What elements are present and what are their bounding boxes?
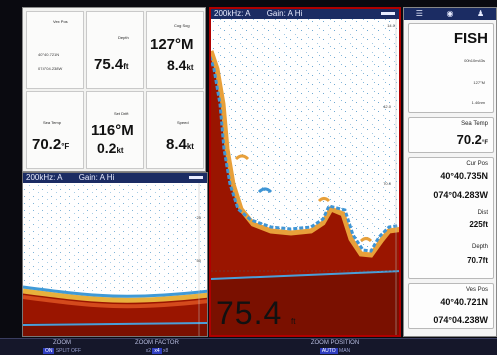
data-cell-line: 074°04.238W — [38, 66, 63, 71]
data-panel: Vex Pos 40°40.721N 074°04.238W Depth 75.… — [22, 7, 206, 172]
data-cell-label: Depth — [118, 35, 129, 40]
sonar-header: 200kHz: A Gain: A Hi — [211, 9, 399, 19]
data-sidebar: ☰ ◉ ♟ FISH 00h10m43s 127°M 1.46nm Sea Te… — [403, 7, 497, 337]
data-cell-label: Set Drift — [114, 111, 129, 116]
depth-label: Depth — [471, 244, 488, 250]
waypoint-time: 00h10m43s — [464, 58, 485, 63]
data-cell-label: Sea Temp — [43, 120, 61, 125]
softkey-label: ZOOM POSITION — [310, 340, 360, 346]
cursor-pos-label: Cur Pos — [466, 161, 488, 167]
sonar-window-secondary[interactable]: 200kHz: A Gain: A Hi 25 50 — [22, 172, 208, 337]
data-cell-set-drift[interactable]: Set Drift 116°M 0.2kt — [86, 91, 144, 169]
waypoint-name: FISH — [453, 30, 488, 47]
softkey-bar: ZOOM ON SPLIT OFF ZOOM FACTOR x2 x4 x8 Z… — [0, 338, 497, 355]
sonar-echo-image — [23, 183, 207, 336]
gain-label: Gain: A Hi — [78, 173, 115, 182]
sonar-header: 200kHz: A Gain: A Hi — [23, 173, 207, 183]
data-cell-value: 75.4ft — [94, 56, 129, 73]
vessel-position-box[interactable]: Ves Pos 40°40.721N 074°04.238W — [408, 283, 494, 329]
depth-unit: ft — [291, 317, 296, 326]
range-bar-icon — [189, 176, 203, 179]
data-cell-depth[interactable]: Depth 75.4ft — [86, 11, 144, 89]
sonar-echo-image — [211, 19, 399, 335]
data-cell-value: 127°M — [150, 36, 194, 53]
data-cell-cog-sog[interactable]: Cog Sog 127°M 8.4kt — [146, 11, 204, 89]
softkey-zoom-position[interactable]: ZOOM POSITION AUTO MAN — [290, 339, 380, 355]
data-cell-sea-temp[interactable]: Sea Temp 70.2°F — [26, 91, 84, 169]
cursor-lon: 074°04.283W — [433, 190, 488, 200]
data-cell-value-secondary: 8.4kt — [167, 57, 194, 73]
waypoint-range: 1.46nm — [471, 100, 485, 105]
softkey-blank[interactable] — [395, 339, 485, 355]
waypoint-box[interactable]: FISH 00h10m43s 127°M 1.46nm — [408, 23, 494, 113]
person-icon[interactable]: ♟ — [477, 9, 485, 18]
depth-value: 70.7ft — [467, 256, 488, 265]
sea-temp-value: 70.2°F — [456, 132, 488, 147]
distance-value: 225ft — [469, 220, 488, 229]
softkey-zoom[interactable]: ZOOM ON SPLIT OFF — [22, 339, 102, 355]
softkey-options: x2 x4 x8 — [145, 348, 169, 354]
vessel-pos-label: Ves Pos — [465, 287, 488, 293]
frequency-label: 200kHz: A — [26, 173, 63, 182]
data-cell-speed[interactable]: Speed 8.4kt — [146, 91, 204, 169]
sea-temp-label: Sea Temp — [461, 121, 488, 127]
data-cell-line: 40°40.721N — [38, 52, 60, 57]
vessel-lat: 40°40.721N — [440, 297, 488, 307]
data-cell-label: Cog Sog — [174, 23, 190, 28]
depth-scale-label: 42.0 — [383, 104, 391, 109]
frequency-label: 200kHz: A — [214, 9, 251, 18]
depth-readout: 75.4 — [216, 295, 283, 331]
gps-icon[interactable]: ◉ — [446, 9, 454, 18]
depth-scale-label: 50 — [196, 258, 201, 263]
data-cell-value-secondary: 0.2kt — [97, 140, 124, 156]
range-bar-icon — [381, 12, 395, 15]
depth-scale-label: 14.0 — [387, 23, 395, 28]
softkey-zoom-factor[interactable]: ZOOM FACTOR x2 x4 x8 — [112, 339, 202, 355]
data-cell-label: Vex Pos — [53, 19, 68, 24]
cursor-info-box[interactable]: Cur Pos 40°40.735N 074°04.283W Dist 225f… — [408, 157, 494, 279]
data-cell-value: 116°M — [91, 122, 134, 139]
depth-scale-label: 25 — [196, 215, 201, 220]
data-cell-value: 70.2°F — [32, 136, 70, 153]
waypoint-bearing: 127°M — [473, 80, 485, 85]
softkey-label: ZOOM FACTOR — [135, 340, 179, 346]
distance-label: Dist — [477, 210, 488, 216]
depth-scale-label: 70.0 — [383, 181, 391, 186]
data-cell-vessel-position[interactable]: Vex Pos 40°40.721N 074°04.238W — [26, 11, 84, 89]
gain-label: Gain: A Hi — [266, 9, 303, 18]
cursor-lat: 40°40.735N — [440, 171, 488, 181]
sea-temp-box[interactable]: Sea Temp 70.2°F — [408, 117, 494, 153]
softkey-options: ON SPLIT OFF — [42, 348, 82, 354]
vessel-lon: 074°04.238W — [433, 315, 488, 325]
softkey-options: AUTO MAN — [319, 348, 351, 354]
data-cell-value: 8.4kt — [166, 136, 194, 153]
sidebar-toolbar: ☰ ◉ ♟ — [404, 8, 496, 20]
data-cell-label: Speed — [177, 120, 189, 125]
antenna-icon[interactable]: ☰ — [415, 9, 423, 18]
softkey-label: ZOOM — [53, 340, 71, 346]
sonar-window-primary[interactable]: 200kHz: A Gain: A Hi 14.0 42.0 70.0 75.4… — [209, 7, 401, 337]
